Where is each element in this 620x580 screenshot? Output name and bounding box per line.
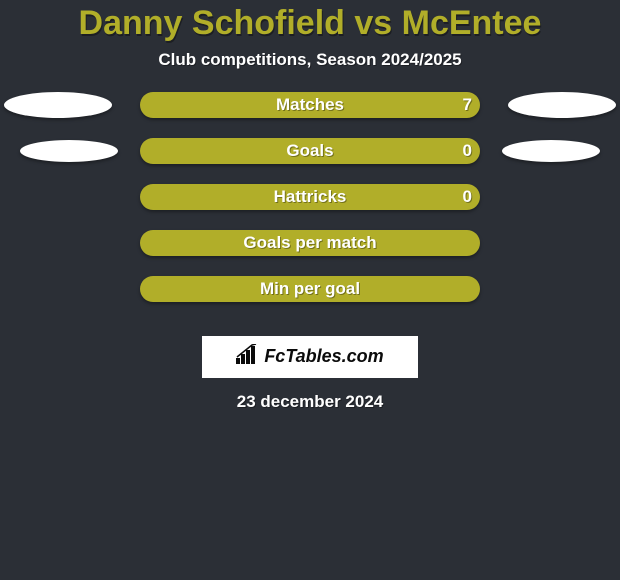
stat-value: 0: [140, 184, 472, 210]
bar-chart-icon: [236, 344, 258, 369]
page-title: Danny Schofield vs McEntee: [0, 6, 620, 42]
stat-row: Matches 7: [0, 92, 620, 138]
stat-rows: Matches 7 Goals 0 Hattricks 0 Goals per …: [0, 92, 620, 322]
stat-row: Goals per match: [0, 230, 620, 276]
site-logo-text: FcTables.com: [264, 346, 383, 367]
right-marker-ellipse: [502, 140, 600, 162]
left-marker-ellipse: [20, 140, 118, 162]
stat-value: [140, 230, 472, 256]
left-marker-ellipse: [4, 92, 112, 118]
stat-row: Min per goal: [0, 276, 620, 322]
page-subtitle: Club competitions, Season 2024/2025: [0, 50, 620, 70]
generated-date: 23 december 2024: [0, 392, 620, 412]
stat-value: [140, 276, 472, 302]
stat-value: 7: [140, 92, 472, 118]
stat-row: Goals 0: [0, 138, 620, 184]
right-marker-ellipse: [508, 92, 616, 118]
site-logo: FcTables.com: [202, 336, 418, 378]
stat-value: 0: [140, 138, 472, 164]
stat-row: Hattricks 0: [0, 184, 620, 230]
